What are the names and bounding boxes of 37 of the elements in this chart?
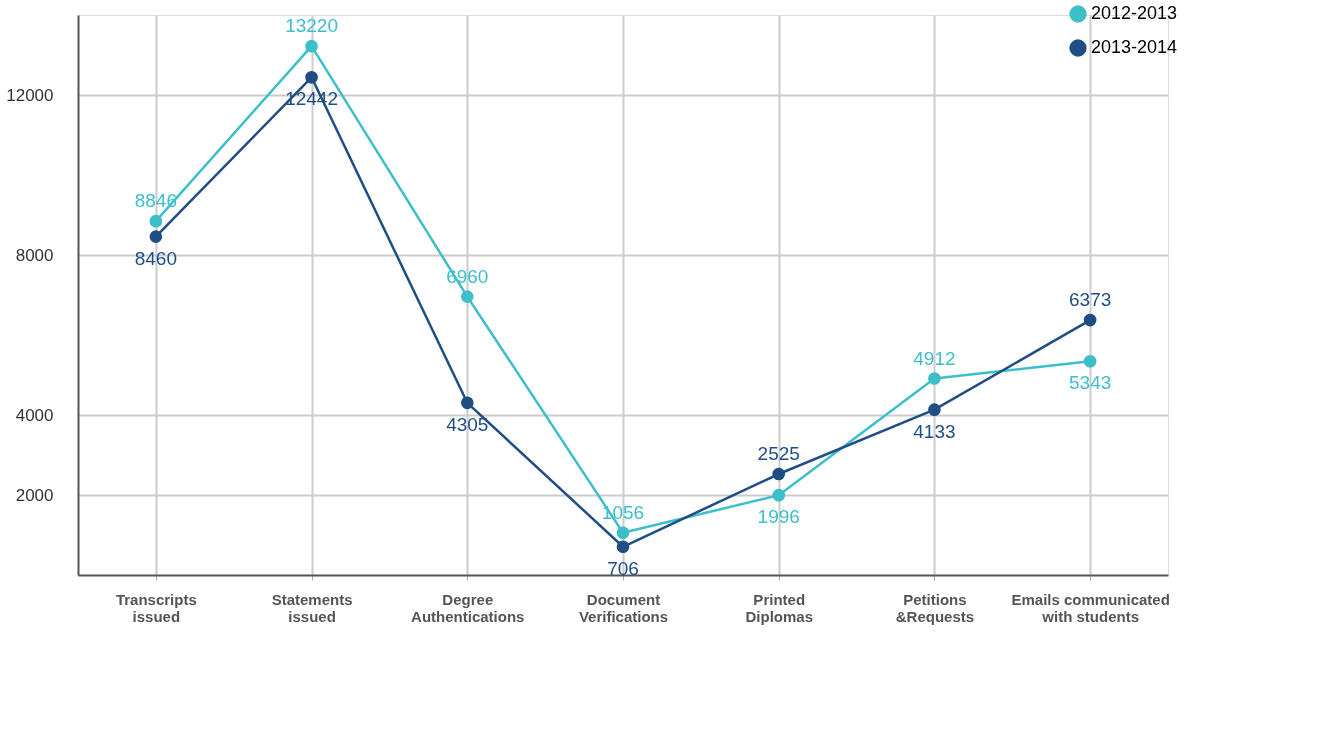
data-label: 2525 (757, 443, 800, 464)
point (616, 526, 630, 540)
point (616, 540, 630, 554)
point (305, 39, 318, 53)
data-label: 6373 (1069, 289, 1112, 311)
point (305, 71, 318, 84)
data-label: 4912 (913, 347, 956, 369)
point (772, 488, 786, 502)
data-label: 8460 (134, 247, 177, 269)
data-label: 5343 (1069, 372, 1112, 394)
point (460, 396, 474, 410)
legend-label: 2012-2013 (1091, 3, 1178, 23)
x-tick-label: Petitions &Requests (895, 590, 975, 625)
data-label: 13220 (285, 15, 338, 37)
x-tick-label: Transcripts issued (115, 590, 197, 625)
point (149, 214, 163, 228)
point (772, 467, 786, 481)
point (1083, 313, 1097, 327)
y-tick-label: 2000 (15, 485, 54, 505)
data-label: 706 (607, 557, 639, 579)
x-tick-label: Document Verifications (578, 590, 669, 625)
point (149, 230, 163, 243)
x-tick-label: Emails communicated with students (1011, 590, 1170, 625)
point (1083, 354, 1097, 368)
data-label: 4305 (446, 413, 489, 435)
x-tick-label: Degree Authentications (411, 590, 525, 625)
y-tick-label: 8000 (15, 245, 54, 265)
point (928, 403, 941, 416)
data-label: 4133 (913, 420, 956, 442)
point (460, 290, 474, 303)
y-tick-label: 12000 (6, 85, 54, 105)
x-tick-label: Printed Diplomas (745, 590, 813, 625)
data-label: 1996 (757, 506, 800, 528)
x-tick-label: Statements issued (271, 590, 353, 625)
y-tick-label: 4000 (15, 405, 54, 425)
legend-label: 2013-2014 (1091, 37, 1178, 57)
point (928, 372, 941, 385)
